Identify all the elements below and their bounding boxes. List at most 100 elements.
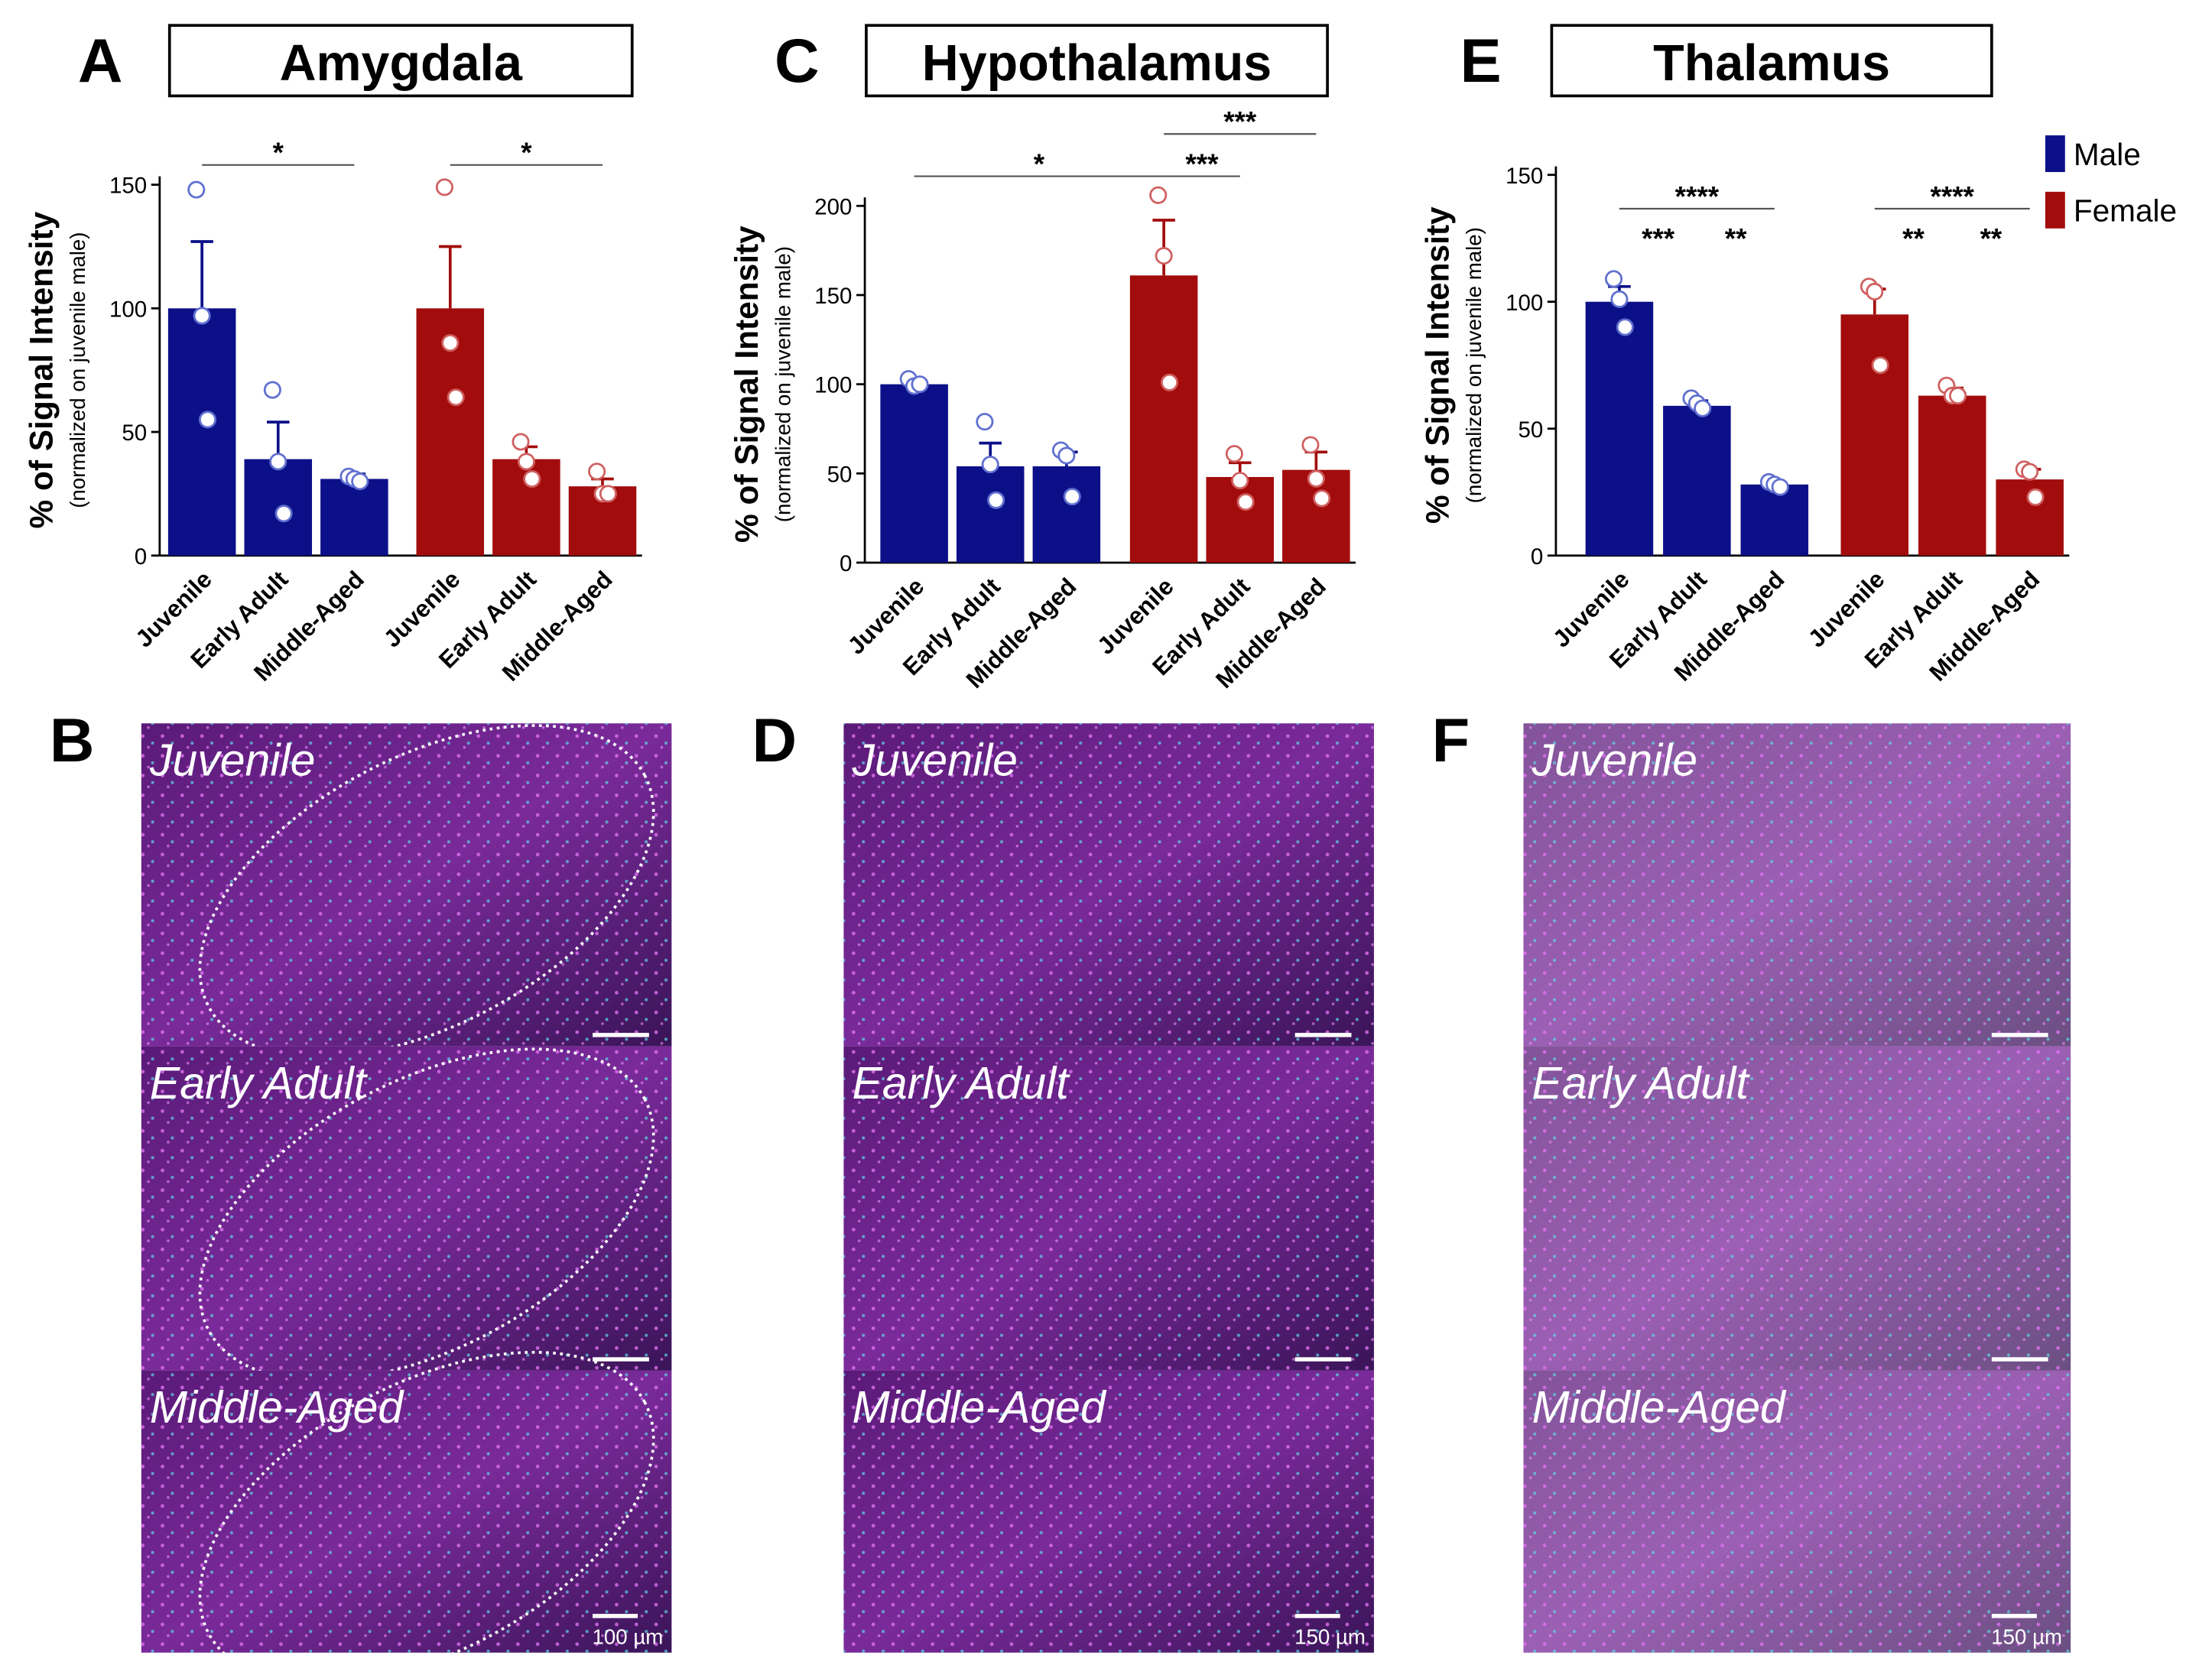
- data-point: [1231, 472, 1249, 490]
- data-point: [274, 505, 293, 523]
- region-outline: [198, 1047, 655, 1382]
- data-point: [1694, 399, 1712, 417]
- legend-swatch: [2045, 135, 2065, 173]
- panel-letter: B: [50, 706, 95, 775]
- data-point: [269, 453, 287, 471]
- y-tick-label: 50: [122, 420, 147, 446]
- data-point: [1155, 247, 1173, 265]
- data-point: [1307, 469, 1325, 488]
- data-point: [512, 433, 530, 451]
- data-point: [1236, 493, 1255, 511]
- y-tick-label: 200: [814, 194, 852, 219]
- bar: [320, 479, 388, 556]
- data-point: [1866, 282, 1884, 300]
- data-point: [2026, 488, 2045, 506]
- bar: [1585, 301, 1654, 556]
- y-axis-sublabel: (normalized on juvenile male): [1462, 227, 1486, 503]
- micrograph-label: Early Adult: [1532, 1058, 1751, 1108]
- data-point: [981, 456, 999, 474]
- y-tick-label: 100: [1506, 290, 1543, 316]
- micrograph-label: Juvenile: [851, 735, 1018, 785]
- y-tick-label: 50: [1518, 417, 1543, 443]
- data-point: [1301, 436, 1320, 454]
- legend-label: Male: [2074, 137, 2141, 172]
- panel-letter: A: [78, 27, 123, 96]
- bar: [1663, 405, 1731, 556]
- chart-title: Amygdala: [280, 35, 523, 92]
- y-axis-label: % of Signal Intensity: [1420, 206, 1456, 524]
- data-point: [1063, 488, 1081, 506]
- scale-label: 150 µm: [1294, 1625, 1366, 1649]
- bar: [167, 308, 236, 556]
- chart-title: Hypothalamus: [922, 35, 1272, 92]
- significance-label: *: [273, 137, 284, 168]
- region-outline: [198, 724, 655, 1059]
- data-point: [523, 469, 541, 488]
- data-point: [441, 334, 460, 352]
- data-point: [911, 375, 929, 394]
- bar: [1206, 476, 1274, 563]
- chart-title: Thalamus: [1653, 35, 1890, 92]
- y-axis-label: % of Signal Intensity: [24, 211, 60, 528]
- micrograph-label: Middle-Aged: [1532, 1382, 1788, 1433]
- micrograph-cells: [843, 1046, 1374, 1371]
- micrograph-cells: [1523, 723, 2071, 1047]
- y-tick-label: 50: [827, 462, 853, 487]
- data-point: [987, 491, 1005, 509]
- panel-letter: C: [775, 27, 820, 96]
- data-point: [435, 178, 453, 196]
- region-outline: [198, 1351, 655, 1678]
- bar: [956, 466, 1025, 563]
- micrograph-label: Juvenile: [1532, 735, 1698, 785]
- significance-label: ***: [1642, 223, 1675, 255]
- micrograph-label: Middle-Aged: [852, 1382, 1107, 1433]
- data-point: [263, 381, 281, 399]
- micrograph-label: Juvenile: [149, 735, 316, 785]
- micrograph-label: Middle-Aged: [150, 1382, 405, 1433]
- bar: [1129, 275, 1198, 563]
- panel-letter: F: [1432, 706, 1470, 775]
- data-point: [599, 485, 617, 503]
- data-point: [187, 180, 206, 199]
- significance-label: **: [1980, 223, 2002, 255]
- y-tick-label: 100: [109, 297, 147, 322]
- data-point: [1616, 318, 1634, 336]
- data-point: [351, 472, 369, 491]
- data-point: [1225, 445, 1243, 463]
- panel-letter: D: [752, 706, 797, 775]
- y-axis-sublabel: (normalized on juvenile male): [771, 246, 794, 522]
- bar: [1740, 484, 1809, 556]
- data-point: [517, 453, 535, 471]
- significance-label: ***: [1223, 106, 1257, 138]
- y-axis-sublabel: (normalized on juvenile male): [66, 232, 89, 508]
- y-tick-label: 100: [814, 373, 852, 398]
- data-point: [1160, 373, 1179, 391]
- bar: [1918, 395, 1986, 556]
- y-axis-label: % of Signal Intensity: [729, 226, 765, 543]
- data-point: [1871, 356, 1889, 375]
- data-point: [976, 413, 994, 431]
- bar: [1840, 314, 1909, 556]
- y-tick-label: 0: [840, 551, 852, 576]
- micrograph-cells: [843, 723, 1374, 1047]
- scale-label: 100 µm: [593, 1625, 664, 1649]
- micrograph-cells: [1523, 1370, 2071, 1653]
- data-point: [1313, 489, 1331, 508]
- significance-label: **: [1902, 223, 1925, 255]
- significance-label: ****: [1931, 180, 1975, 212]
- scale-label: 150 µm: [1991, 1625, 2062, 1649]
- data-point: [1949, 387, 1967, 405]
- legend-swatch: [2045, 191, 2065, 229]
- significance-label: **: [1725, 223, 1747, 255]
- y-tick-label: 0: [1531, 544, 1543, 570]
- micrograph-cells: [1523, 1046, 2071, 1371]
- significance-label: ***: [1185, 148, 1219, 180]
- data-point: [1610, 290, 1629, 308]
- bar: [880, 384, 948, 563]
- data-point: [1605, 270, 1623, 288]
- bar: [1032, 466, 1101, 563]
- title-box: [1550, 24, 1993, 98]
- data-point: [447, 388, 465, 407]
- micrograph-cells: [843, 1370, 1374, 1653]
